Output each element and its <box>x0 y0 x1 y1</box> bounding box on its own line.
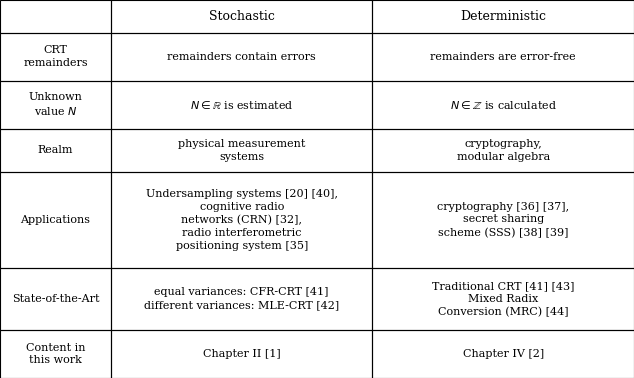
Text: Deterministic: Deterministic <box>460 10 547 23</box>
Bar <box>111 268 372 330</box>
Text: Chapter II [1]: Chapter II [1] <box>203 349 281 359</box>
Bar <box>0 172 111 268</box>
Bar <box>111 172 372 268</box>
Text: remainders are error-free: remainders are error-free <box>430 52 576 62</box>
Text: Applications: Applications <box>20 215 91 225</box>
Bar <box>373 81 634 129</box>
Bar <box>111 0 372 33</box>
Text: $N \in \mathbb{R}$ is estimated: $N \in \mathbb{R}$ is estimated <box>190 99 294 111</box>
Text: physical measurement
systems: physical measurement systems <box>178 139 306 161</box>
Text: Traditional CRT [41] [43]
Mixed Radix
Conversion (MRC) [44]: Traditional CRT [41] [43] Mixed Radix Co… <box>432 281 574 317</box>
Text: cryptography [36] [37],
secret sharing
scheme (SSS) [38] [39]: cryptography [36] [37], secret sharing s… <box>437 202 569 238</box>
Text: CRT
remainders: CRT remainders <box>23 45 87 68</box>
Bar <box>373 268 634 330</box>
Bar <box>0 330 111 378</box>
Text: Chapter IV [2]: Chapter IV [2] <box>463 349 544 359</box>
Text: cryptography,
modular algebra: cryptography, modular algebra <box>456 139 550 161</box>
Text: remainders contain errors: remainders contain errors <box>167 52 316 62</box>
Bar <box>111 129 372 172</box>
Text: Undersampling systems [20] [40],
cognitive radio
networks (CRN) [32],
radio inte: Undersampling systems [20] [40], cogniti… <box>146 189 338 251</box>
Text: State-of-the-Art: State-of-the-Art <box>11 294 100 304</box>
Bar <box>0 81 111 129</box>
Bar <box>373 172 634 268</box>
Text: Content in
this work: Content in this work <box>26 342 85 366</box>
Text: equal variances: CFR-CRT [41]
different variances: MLE-CRT [42]: equal variances: CFR-CRT [41] different … <box>144 287 339 310</box>
Bar <box>373 330 634 378</box>
Bar <box>0 268 111 330</box>
Bar <box>373 129 634 172</box>
Bar <box>0 33 111 81</box>
Bar <box>111 330 372 378</box>
Text: $N \in \mathbb{Z}$ is calculated: $N \in \mathbb{Z}$ is calculated <box>450 99 557 111</box>
Bar <box>111 33 372 81</box>
Text: Stochastic: Stochastic <box>209 10 275 23</box>
Text: Realm: Realm <box>38 145 73 155</box>
Bar <box>373 33 634 81</box>
Bar <box>0 129 111 172</box>
Text: Unknown
value $N$: Unknown value $N$ <box>29 92 82 117</box>
Bar <box>0 0 111 33</box>
Bar <box>111 81 372 129</box>
Bar <box>373 0 634 33</box>
